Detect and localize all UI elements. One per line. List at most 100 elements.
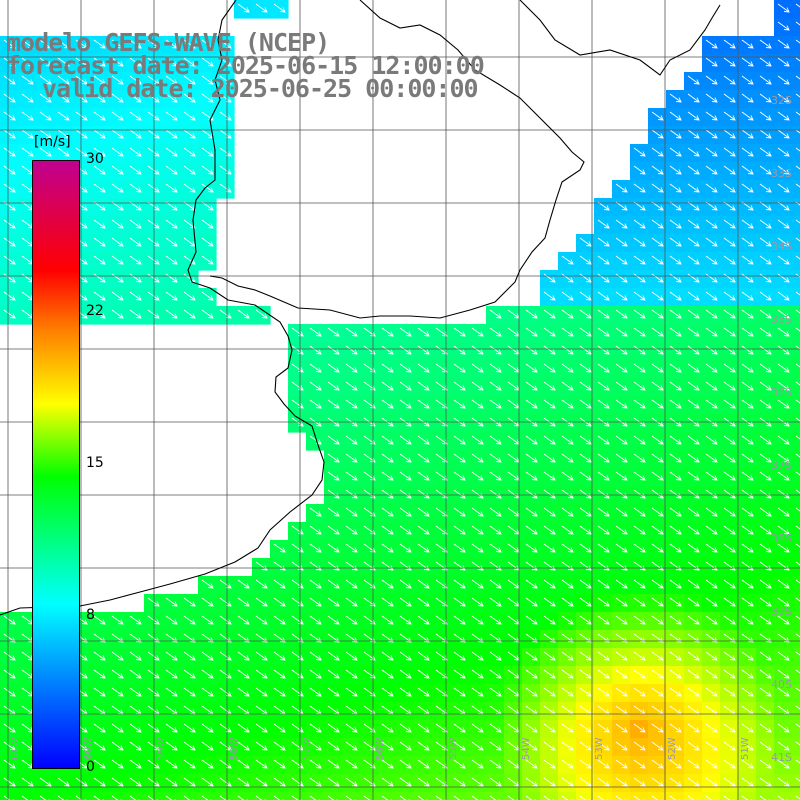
- speed-cell: [378, 792, 397, 800]
- wind-arrow: [777, 39, 790, 49]
- speed-cell: [144, 288, 163, 307]
- wind-arrow: [543, 435, 556, 445]
- wind-arrow: [633, 687, 646, 697]
- speed-cell: [594, 234, 613, 253]
- speed-cell: [648, 756, 667, 775]
- speed-cell: [594, 576, 613, 595]
- wind-arrow: [669, 525, 682, 535]
- wind-arrow: [705, 381, 718, 391]
- wind-arrow: [543, 795, 554, 800]
- speed-cell: [774, 504, 793, 523]
- wind-arrow: [21, 57, 34, 67]
- speed-cell: [360, 792, 379, 800]
- speed-cell: [432, 720, 451, 739]
- speed-cell: [522, 450, 541, 469]
- wind-arrow: [615, 597, 628, 607]
- speed-cell: [198, 774, 217, 793]
- speed-cell: [324, 378, 343, 397]
- wind-arrow: [75, 93, 88, 103]
- speed-cell: [594, 360, 613, 379]
- wind-arrow: [651, 525, 664, 535]
- speed-cell: [612, 414, 631, 433]
- wind-arrow: [201, 777, 214, 787]
- speed-cell: [594, 342, 613, 361]
- speed-cell: [756, 648, 775, 667]
- speed-cell: [612, 774, 631, 793]
- speed-cell: [450, 594, 469, 613]
- speed-cell: [198, 738, 217, 757]
- speed-cell: [198, 180, 217, 199]
- wind-arrow: [147, 309, 160, 319]
- speed-cell: [558, 414, 577, 433]
- wind-arrow: [597, 309, 610, 319]
- wind-arrow: [723, 327, 736, 337]
- wind-arrow: [111, 57, 124, 67]
- wind-arrow: [183, 687, 196, 697]
- wind-arrow: [633, 183, 646, 193]
- speed-cell: [180, 684, 199, 703]
- speed-cell: [378, 702, 397, 721]
- wind-arrow: [345, 579, 358, 589]
- wind-arrow: [327, 687, 340, 697]
- wind-arrow: [129, 93, 142, 103]
- speed-cell: [756, 216, 775, 235]
- speed-cell: [162, 774, 181, 793]
- speed-cell: [738, 558, 757, 577]
- wind-arrow: [669, 327, 682, 337]
- speed-cell: [450, 432, 469, 451]
- speed-cell: [342, 576, 361, 595]
- wind-arrow: [237, 741, 250, 751]
- wind-arrow: [345, 381, 358, 391]
- speed-cell: [630, 450, 649, 469]
- wind-arrow: [165, 75, 178, 85]
- speed-cell: [540, 342, 559, 361]
- wind-arrow: [543, 363, 556, 373]
- wind-arrow: [165, 183, 178, 193]
- speed-cell: [522, 612, 541, 631]
- wind-arrow: [93, 75, 106, 85]
- wind-arrow: [759, 345, 772, 355]
- speed-cell: [342, 342, 361, 361]
- wind-arrow: [669, 561, 682, 571]
- wind-arrow: [651, 687, 664, 697]
- speed-cell: [702, 414, 721, 433]
- speed-cell: [432, 792, 451, 800]
- coastline: [0, 0, 721, 616]
- speed-cell: [594, 414, 613, 433]
- speed-cell: [216, 612, 235, 631]
- speed-cell: [288, 702, 307, 721]
- speed-cell: [792, 504, 800, 523]
- speed-cell: [0, 792, 19, 800]
- wind-arrow: [777, 687, 790, 697]
- speed-cell: [90, 666, 109, 685]
- speed-cell: [720, 216, 739, 235]
- wind-arrow: [723, 507, 736, 517]
- speed-cell: [306, 774, 325, 793]
- wind-arrow: [795, 363, 800, 368]
- speed-cell: [684, 432, 703, 451]
- wind-arrow: [651, 669, 664, 679]
- wind-arrow: [309, 579, 322, 589]
- speed-cell: [738, 216, 757, 235]
- wind-arrow: [615, 723, 628, 733]
- speed-cell: [108, 702, 127, 721]
- wind-arrow: [165, 129, 178, 139]
- speed-cell: [594, 648, 613, 667]
- wind-arrow: [417, 543, 430, 553]
- wind-arrow: [723, 669, 736, 679]
- speed-cell: [684, 90, 703, 109]
- wind-arrow: [651, 255, 664, 265]
- speed-cell: [792, 162, 800, 181]
- wind-arrow: [543, 561, 556, 571]
- speed-cell: [0, 234, 19, 253]
- wind-arrow: [147, 39, 160, 49]
- wind-arrow: [705, 435, 718, 445]
- speed-cell: [702, 198, 721, 217]
- wind-arrow: [201, 237, 214, 247]
- speed-cell: [504, 648, 523, 667]
- speed-cell: [360, 666, 379, 685]
- wind-arrow: [381, 597, 394, 607]
- wind-arrow: [525, 597, 538, 607]
- speed-cell: [666, 108, 685, 127]
- wind-arrow: [579, 237, 592, 247]
